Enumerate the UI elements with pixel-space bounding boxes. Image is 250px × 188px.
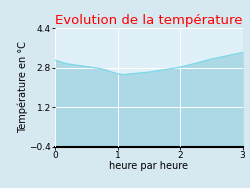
Title: Evolution de la température: Evolution de la température (55, 14, 242, 27)
X-axis label: heure par heure: heure par heure (109, 161, 188, 171)
Y-axis label: Température en °C: Température en °C (17, 42, 28, 133)
